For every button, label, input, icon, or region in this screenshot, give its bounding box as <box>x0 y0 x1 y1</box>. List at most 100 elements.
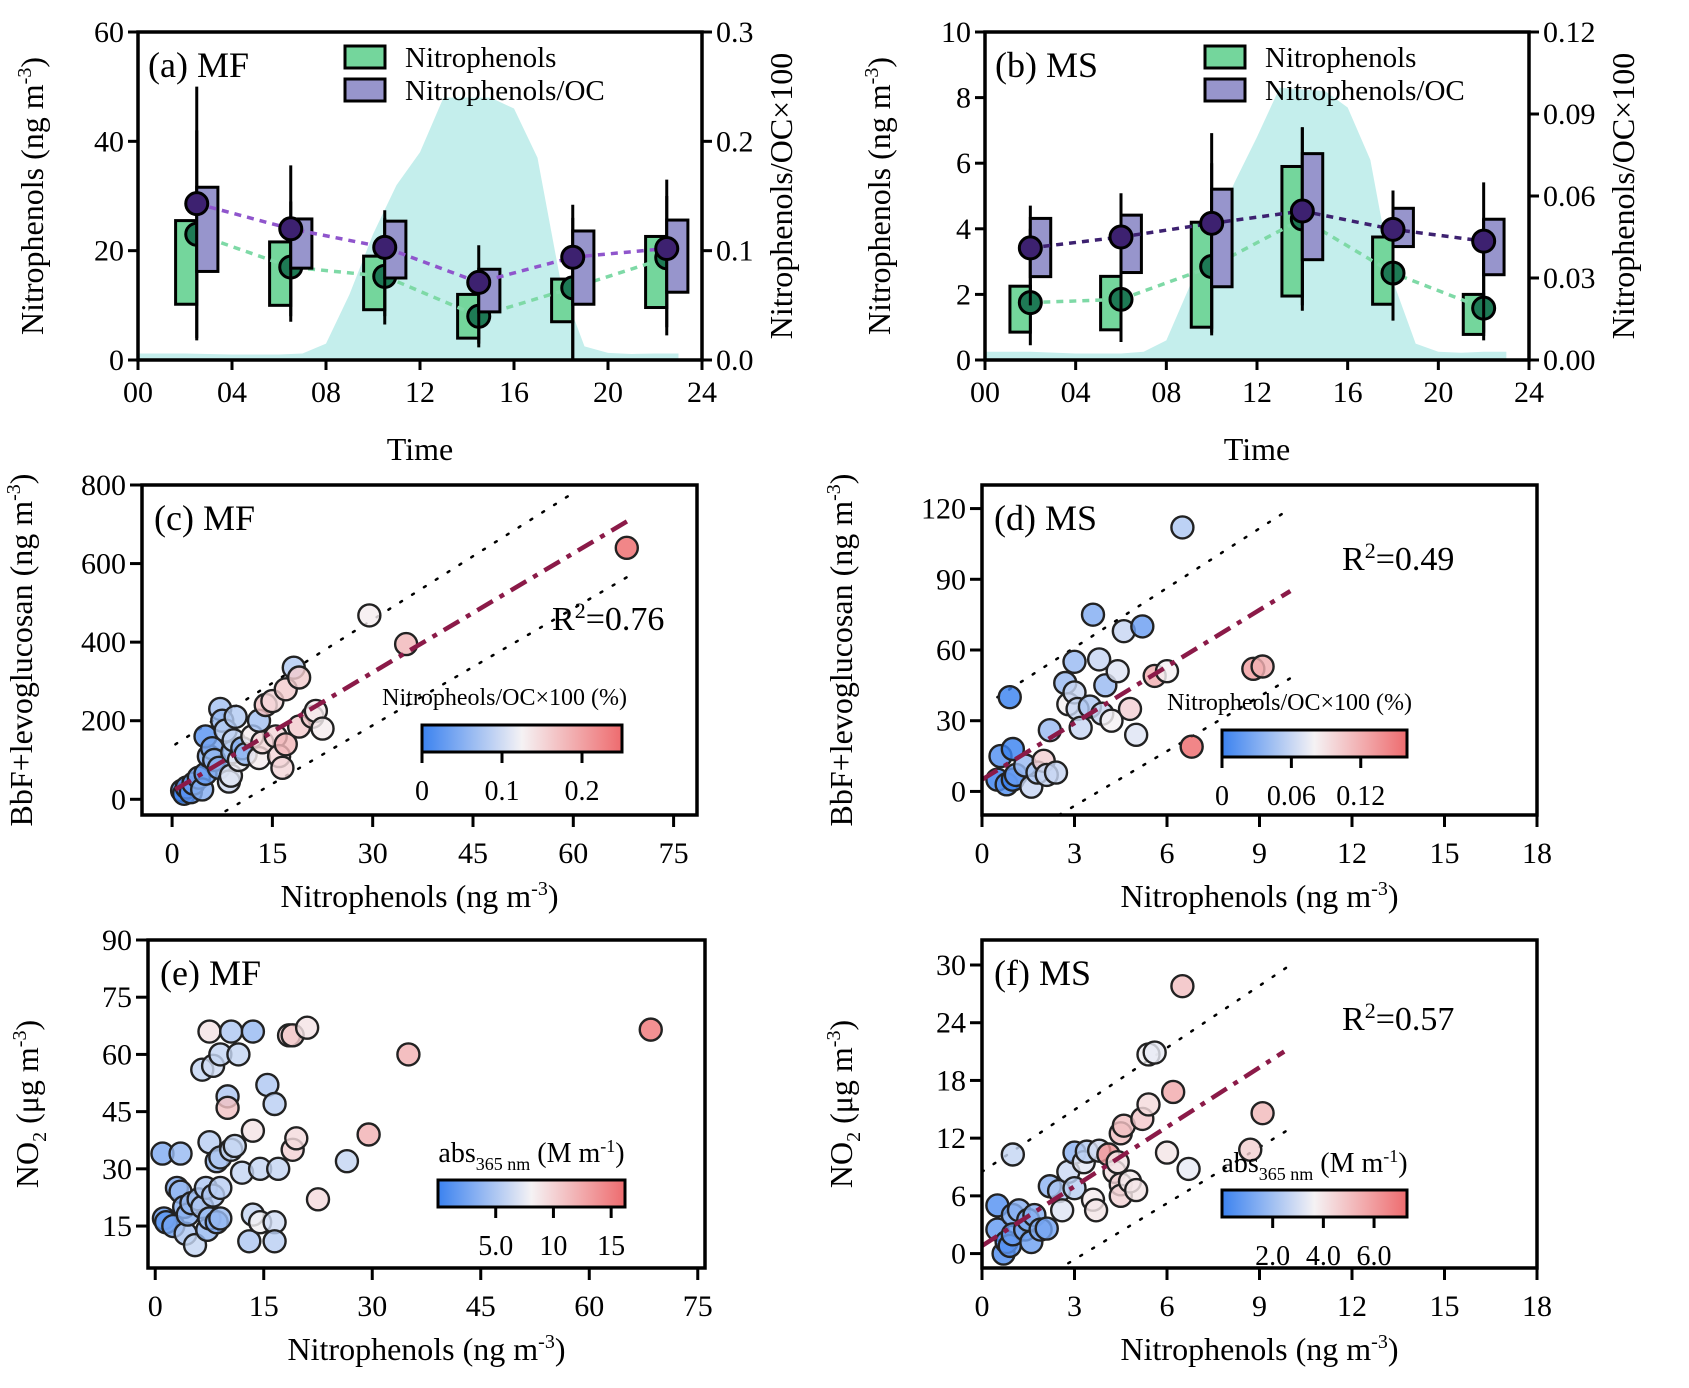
y-axis-title: Nitrophenols (ng m-3) <box>861 57 897 335</box>
y2-tick-label: 0.09 <box>1543 98 1596 131</box>
colorbar-tick-label: 0.06 <box>1267 781 1316 812</box>
legend-label: Nitrophenols/OC <box>1265 75 1465 107</box>
points <box>985 515 1275 799</box>
panel-label: (c) MF <box>154 498 255 538</box>
data-point <box>1000 736 1026 762</box>
x-tick-label: 24 <box>1514 376 1544 409</box>
band-upper-line <box>996 507 1292 699</box>
x-tick-label: 60 <box>558 837 588 870</box>
legend-swatch <box>343 44 387 70</box>
colorbar-tick-label: 0 <box>415 776 429 807</box>
x-tick-label: 30 <box>358 837 388 870</box>
fit-line <box>980 589 1292 782</box>
x-tick-label: 0 <box>975 837 990 870</box>
y-tick-label: 0 <box>951 1238 966 1271</box>
data-point <box>1123 1177 1149 1203</box>
colorbar-title: abs365 nm (M m-1) <box>1221 1146 1407 1184</box>
x-tick-label: 0 <box>975 1290 990 1323</box>
legend-label: Nitrophenols <box>1265 42 1416 74</box>
colorbar <box>420 723 624 754</box>
mean-line <box>1030 209 1484 250</box>
y-axis-title: Nitrophenols (ng m-3) <box>14 57 50 335</box>
y-tick-label: 600 <box>81 548 126 581</box>
data-point <box>218 1019 244 1044</box>
data-point <box>1083 1198 1109 1223</box>
colorbar-tick-label: 0.12 <box>1336 781 1385 812</box>
panel-b: 00 04 08 12 16 20 2402468100.000.030.060.090.1… <box>861 16 1641 467</box>
mean-marker <box>1471 228 1497 254</box>
y2-tick-label: 0.0 <box>716 344 754 377</box>
data-point <box>1000 1142 1026 1167</box>
data-point <box>266 1156 291 1182</box>
y-tick-label: 0 <box>951 775 966 808</box>
y2-axis-title: Nitrophenols/OC×100 <box>1605 53 1641 339</box>
data-point <box>215 1095 240 1121</box>
series-nitrophenols-oc <box>184 86 690 360</box>
panel-label: (a) MF <box>148 45 249 85</box>
data-point <box>334 1149 360 1174</box>
data-point <box>294 1015 320 1040</box>
panel-f: 0 3 6 9 12 15 18 0 6 12 18 24 30 Nitrophenols (ng m-3… <box>823 938 1552 1367</box>
panel-a: 00 04 08 12 16 20 24 0 20 40 60 0.0 0.1 0.2 0.3 Time Nit… <box>14 16 799 467</box>
y2-tick-label: 0.3 <box>716 16 754 49</box>
colorbar-tick-label: 15 <box>597 1231 625 1262</box>
data-point <box>223 704 248 729</box>
data-point <box>284 1126 309 1151</box>
data-point <box>1136 1092 1161 1117</box>
x-tick-label: 15 <box>249 1290 279 1323</box>
x-tick-label: 04 <box>217 376 247 409</box>
y-tick-label: 0 <box>956 344 971 377</box>
mean-line <box>1030 216 1485 310</box>
x-tick-label: 3 <box>1067 837 1082 870</box>
mean-marker <box>466 269 492 295</box>
band-lower-line <box>1057 677 1292 817</box>
data-point <box>1238 1137 1263 1162</box>
data-point <box>1170 973 1195 999</box>
x-tick-label: 6 <box>1160 1290 1175 1323</box>
y-tick-label: 6 <box>951 1180 966 1213</box>
data-point <box>273 732 298 757</box>
x-axis-title: Nitrophenols (ng m-3) <box>1121 1331 1399 1367</box>
y2-tick-label: 0.12 <box>1543 16 1596 49</box>
x-tick-label: 00 <box>123 376 153 409</box>
y-tick-label: 10 <box>941 16 971 49</box>
x-tick-label: 16 <box>499 376 529 409</box>
plot-frame <box>146 938 707 1270</box>
x-tick-label: 20 <box>593 376 623 409</box>
data-point <box>305 1187 331 1212</box>
y-tick-label: 24 <box>936 1007 966 1040</box>
y-tick-label: 0 <box>109 344 124 377</box>
y-tick-label: 18 <box>936 1064 966 1097</box>
y-tick-label: 12 <box>936 1122 966 1155</box>
colorbar-title: Nitropheols/OC×100 (%) <box>1167 690 1412 716</box>
y2-tick-label: 0.2 <box>716 125 754 158</box>
y-tick-label: 60 <box>94 16 124 49</box>
data-point <box>1160 1079 1186 1105</box>
data-point <box>1179 734 1204 759</box>
data-point <box>1170 515 1195 540</box>
mean-marker <box>372 234 398 260</box>
x-tick-label: 15 <box>1430 837 1460 870</box>
y2-tick-label: 0.06 <box>1543 180 1596 213</box>
colorbar-tick-label: 0.1 <box>485 776 520 807</box>
x-tick-label: 12 <box>1337 837 1367 870</box>
legend-label: Nitrophenols <box>405 42 556 74</box>
data-point <box>396 1042 421 1067</box>
y-tick-label: 800 <box>81 469 126 502</box>
x-tick-label: 12 <box>1242 376 1272 409</box>
data-point <box>393 631 419 657</box>
r-squared-label: R2=0.49 <box>1342 538 1454 578</box>
data-point <box>1117 696 1143 722</box>
x-tick-label: 45 <box>466 1290 496 1323</box>
data-point <box>226 1042 251 1067</box>
mean-line <box>196 201 667 285</box>
data-point <box>1043 760 1069 785</box>
x-tick-label: 12 <box>405 376 435 409</box>
data-point <box>1062 1175 1087 1201</box>
x-tick-label: 3 <box>1067 1290 1082 1323</box>
data-point <box>1250 1100 1275 1126</box>
x-tick-label: 18 <box>1522 837 1552 870</box>
mean-marker <box>1017 235 1043 261</box>
panel-c: 0 15 30 45 60 75 0 200 400 600 800 Nitrophenols (ng… <box>3 469 699 914</box>
y-tick-label: 60 <box>102 1038 132 1071</box>
